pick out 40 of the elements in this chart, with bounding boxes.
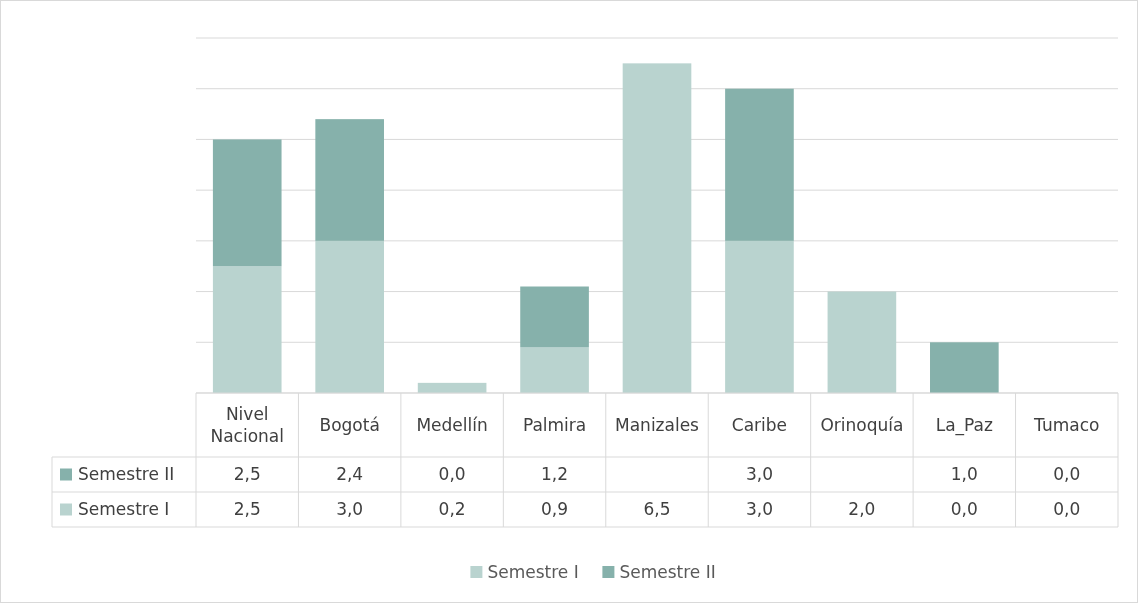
data-label: 2,0 xyxy=(848,499,876,520)
data-label: 0,2 xyxy=(438,499,466,520)
bar xyxy=(315,119,384,241)
data-label: 0,0 xyxy=(1053,499,1081,520)
bar xyxy=(622,63,692,393)
text: Semestre II xyxy=(619,561,716,582)
x-tick-label: La_Paz xyxy=(935,414,994,436)
data-label: 1,2 xyxy=(541,464,569,485)
bar xyxy=(315,240,384,393)
text: Semestre I xyxy=(487,561,579,582)
bar xyxy=(725,88,794,241)
x-tick-label: Bogotá xyxy=(319,414,380,435)
x-tick-label: Orinoquía xyxy=(820,414,904,435)
x-tick-label: Manizales xyxy=(615,414,700,435)
data-label: 2,5 xyxy=(233,464,261,485)
data-label: 6,5 xyxy=(643,499,671,520)
bar xyxy=(212,139,282,267)
x-tick-label: Nivel Nacional xyxy=(210,403,284,446)
bar xyxy=(930,342,999,393)
legend-label: Semestre II xyxy=(78,464,175,485)
bar xyxy=(520,347,589,393)
x-tick-label: Tumaco xyxy=(1033,414,1100,435)
data-label: 1,0 xyxy=(950,464,978,485)
data-label: 0,9 xyxy=(541,499,569,520)
data-label: 2,5 xyxy=(233,499,261,520)
bar xyxy=(520,286,589,348)
x-tick-label: Medellín xyxy=(416,414,488,435)
data-label: 0,0 xyxy=(438,464,466,485)
data-label: 3,0 xyxy=(336,499,364,520)
x-tick-label: Caribe xyxy=(731,414,788,435)
legend-label: Semestre I xyxy=(78,499,170,520)
data-label: 2,4 xyxy=(336,464,364,485)
data-label: 3,0 xyxy=(745,499,773,520)
data-label: 3,0 xyxy=(745,464,773,485)
bar xyxy=(827,291,897,393)
data-label: 0,0 xyxy=(1053,464,1081,485)
x-tick-label: Palmira xyxy=(522,414,587,435)
data-label: 0,0 xyxy=(950,499,978,520)
bar xyxy=(212,266,282,393)
bar xyxy=(725,240,794,393)
